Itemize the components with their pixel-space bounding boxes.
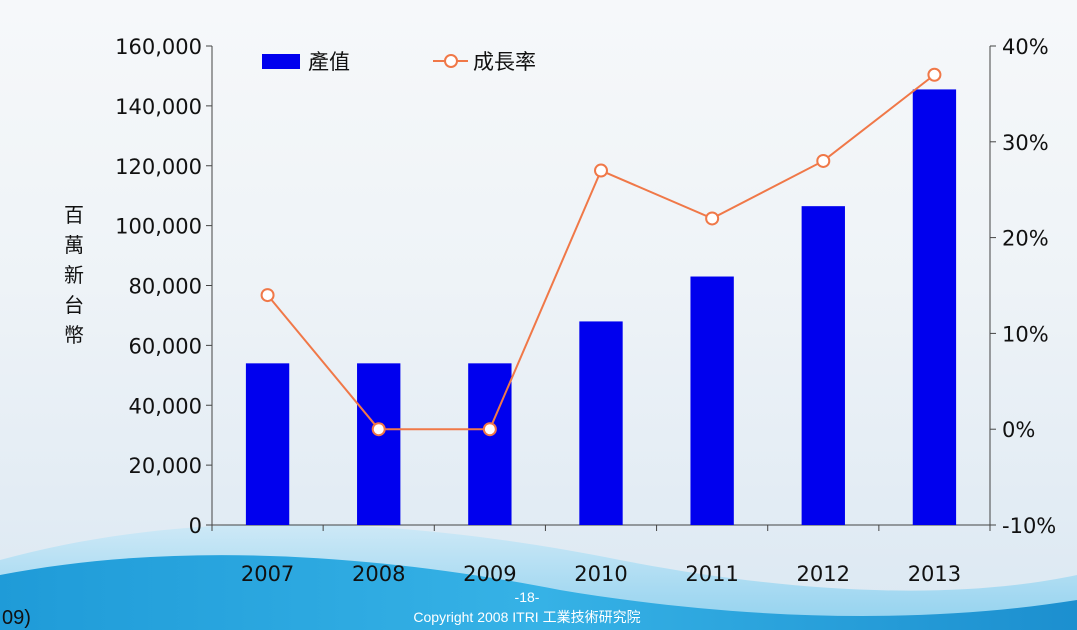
bar-series <box>245 89 957 526</box>
left-tick-label: 40,000 <box>129 394 202 418</box>
bar-2008 <box>357 363 401 525</box>
left-tick-label: 120,000 <box>115 155 202 179</box>
x-tick-label: 2009 <box>463 562 516 586</box>
legend-line-marker <box>444 54 458 68</box>
legend: 產值 成長率 <box>262 50 536 74</box>
tick-labels: 0 20,000 40,000 60,000 80,000 100,000 120,000 1… <box>115 35 1056 586</box>
bar-2011 <box>690 276 734 525</box>
y-axis-label-char: 台 <box>64 293 84 317</box>
y-axis-label-char: 新 <box>64 263 84 287</box>
left-footer-fragment: 09) <box>2 607 31 629</box>
right-tick-label: 30% <box>1002 131 1049 155</box>
x-tick-label: 2010 <box>574 562 627 586</box>
left-tick-label: 100,000 <box>115 215 202 239</box>
legend-bar-swatch <box>262 54 300 69</box>
growth-point-2012 <box>816 153 831 168</box>
bar-2007 <box>245 363 290 525</box>
x-tick-label: 2012 <box>797 562 850 586</box>
x-tick-label: 2008 <box>352 562 405 586</box>
legend-line-label: 成長率 <box>473 50 536 74</box>
bar-2012 <box>801 206 845 525</box>
copyright-text: Copyright 2008 ITRI 工業技術研究院 <box>413 609 640 625</box>
x-tick-label: 2011 <box>685 562 738 586</box>
growth-point-2013 <box>927 67 942 82</box>
growth-point-2007 <box>260 288 275 303</box>
page-number: -18- <box>515 589 540 605</box>
bar-2010 <box>579 321 623 525</box>
left-tick-label: 0 <box>189 514 202 538</box>
left-tick-label: 80,000 <box>129 275 202 299</box>
y-axis-label-char: 幣 <box>64 323 84 347</box>
legend-bar-label: 產值 <box>308 50 350 74</box>
growth-point-2010 <box>594 163 608 178</box>
left-tick-label: 20,000 <box>129 454 202 478</box>
footer: -18- Copyright 2008 ITRI 工業技術研究院 09) <box>2 589 641 629</box>
right-tick-label: 20% <box>1002 227 1049 251</box>
left-tick-label: 60,000 <box>129 334 202 358</box>
x-tick-label: 2013 <box>908 562 961 586</box>
growth-line-series <box>260 67 942 437</box>
y-axis-label-char: 百 <box>64 203 84 227</box>
left-tick-label: 160,000 <box>115 35 202 59</box>
bar-2009 <box>468 363 512 525</box>
right-tick-label: 10% <box>1002 322 1049 346</box>
right-tick-label: 0% <box>1002 418 1035 442</box>
y-axis-label-char: 萬 <box>64 233 84 257</box>
x-tick-label: 2007 <box>241 562 294 586</box>
right-tick-label: -10% <box>1002 514 1056 538</box>
growth-point-2009 <box>482 422 497 437</box>
footer-wave <box>0 555 1077 630</box>
bar-2013 <box>912 89 957 526</box>
growth-point-2011 <box>705 211 720 226</box>
left-tick-label: 140,000 <box>115 95 202 119</box>
growth-point-2008 <box>371 422 386 437</box>
right-tick-label: 40% <box>1002 35 1049 59</box>
